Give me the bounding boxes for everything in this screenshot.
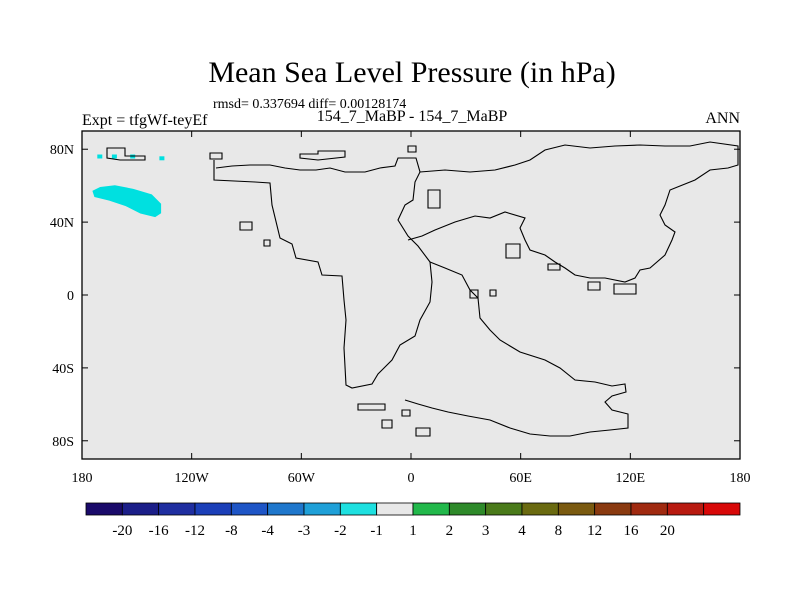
coastline-continent-east [407, 141, 739, 283]
y-tick-label: 40S [52, 362, 74, 377]
x-tick-label: 180 [730, 471, 751, 486]
y-axis: 80N 40N 0 40S 80S [50, 143, 740, 450]
x-tick-label: 0 [408, 471, 415, 486]
colorbar-label: -8 [225, 523, 238, 539]
coastline-islands [239, 145, 637, 437]
anomaly-spot [111, 154, 117, 159]
colorbar-swatch [485, 502, 523, 516]
colorbar-swatch [557, 502, 596, 516]
colorbar: -20 -16 -12 -8 -4 -3 -2 -1 1 2 3 4 8 12 16 20 [85, 502, 741, 539]
colorbar-swatch [85, 502, 123, 516]
colorbar-label: -12 [185, 523, 205, 539]
y-tick-label: 80N [50, 143, 74, 158]
coastline-continent-south [404, 261, 629, 437]
colorbar-label: 1 [409, 523, 417, 539]
stats-label: rmsd= 0.337694 diff= 0.00128174 [213, 97, 406, 112]
pressure-anomaly-region [92, 185, 162, 218]
coastline-north-america [106, 147, 146, 161]
colorbar-swatch [521, 502, 559, 516]
center-label: 154_7_MaBP - 154_7_MaBP [317, 108, 508, 125]
y-tick-label: 0 [67, 289, 74, 304]
x-tick-label: 120E [616, 471, 646, 486]
x-tick-label: 180 [72, 471, 93, 486]
colorbar-swatch [267, 502, 305, 516]
colorbar-swatch [594, 502, 632, 516]
colorbar-swatch [230, 502, 269, 516]
anomaly-spot [97, 154, 103, 159]
anomaly-spot [159, 156, 165, 161]
colorbar-label: -3 [298, 523, 311, 539]
y-tick-label: 40N [50, 216, 74, 231]
colorbar-label: 12 [587, 523, 602, 539]
experiment-label: Expt = tfgWf-teyEf [82, 112, 208, 129]
colorbar-swatch [412, 502, 450, 516]
colorbar-label: 8 [555, 523, 563, 539]
chart-title: Mean Sea Level Pressure (in hPa) [208, 56, 615, 89]
colorbar-label: 16 [624, 523, 640, 539]
colorbar-swatch [303, 502, 341, 516]
coastline-continent-west [213, 157, 433, 389]
map-background [82, 131, 740, 459]
colorbar-label: -1 [370, 523, 383, 539]
colorbar-label: -2 [334, 523, 347, 539]
y-tick-label: 80S [52, 435, 74, 450]
colorbar-label: 4 [518, 523, 526, 539]
colorbar-swatch [376, 502, 414, 516]
colorbar-swatch [666, 502, 705, 516]
x-tick-label: 60E [509, 471, 532, 486]
colorbar-label: 2 [446, 523, 454, 539]
colorbar-label: 20 [660, 523, 675, 539]
x-tick-label: 120W [175, 471, 210, 486]
colorbar-label: -16 [149, 523, 169, 539]
x-tick-label: 60W [288, 471, 316, 486]
colorbar-swatch [194, 502, 232, 516]
colorbar-swatch [121, 502, 160, 516]
colorbar-swatch [630, 502, 668, 516]
colorbar-label: -4 [261, 523, 274, 539]
colorbar-swatch [703, 502, 741, 516]
coastlines [106, 141, 739, 437]
season-label: ANN [705, 110, 740, 127]
colorbar-swatch [158, 502, 196, 516]
x-axis: 180 120W 60W 0 60E 120E 180 [72, 131, 751, 486]
colorbar-swatch [339, 502, 378, 516]
coastline-arctic-islands [209, 150, 346, 161]
colorbar-label: 3 [482, 523, 490, 539]
colorbar-swatch [448, 502, 487, 516]
colorbar-label: -20 [112, 523, 132, 539]
